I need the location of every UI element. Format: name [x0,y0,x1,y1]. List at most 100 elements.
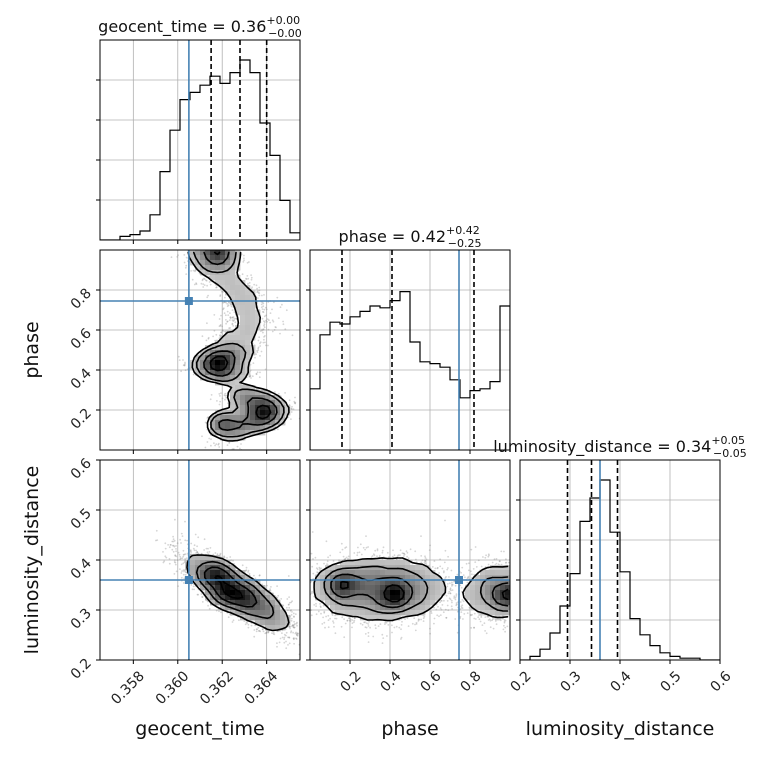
sample-point [253,629,256,631]
sample-point [259,371,261,374]
sample-point [264,341,266,344]
density-cell [215,430,221,436]
density-cell [220,355,226,361]
sample-point [292,624,294,627]
sample-point [201,601,204,603]
density-cell [210,250,216,256]
sample-point [206,441,209,443]
density-cell [215,250,221,256]
sample-point [263,338,265,341]
sample-point [284,392,286,394]
sample-point [293,400,296,403]
density-cell [235,365,241,371]
sample-point [183,553,186,556]
sample-point [207,337,210,340]
sample-point [285,606,288,609]
density-cell [235,390,241,396]
sample-point [263,320,265,323]
sample-point [184,553,187,556]
sample-point [218,325,221,328]
sample-point [205,279,208,282]
density-cell [225,375,231,381]
density-cell [220,415,226,421]
sample-point [219,395,221,397]
sample-point [256,291,259,293]
sample-point [198,353,200,356]
sample-point [231,322,234,325]
density-cell [220,285,226,291]
sample-point [264,368,267,371]
density-cell [230,270,236,276]
density-cell [255,390,261,396]
density-cell [225,335,231,341]
histogram-step-line [100,59,300,240]
density-cell [225,270,231,276]
density-cell [225,370,231,376]
sample-point [219,295,222,297]
axes-frame [309,249,511,451]
sample-point [164,555,167,558]
sample-point [254,356,256,359]
sample-point [221,329,224,332]
density-cell [235,305,241,311]
density-layer [170,250,300,450]
density-cell [265,405,271,411]
sample-point [208,607,211,610]
sample-point [191,588,194,591]
density-cell [270,420,276,426]
sample-point [229,327,232,329]
sample-point [243,254,245,257]
density-cell [230,255,236,261]
density-cell [235,280,241,286]
sample-point [269,321,271,324]
density-cell [240,300,246,306]
density-cell [225,285,231,291]
sample-point [215,286,218,289]
sample-point [182,562,185,565]
density-cell [240,430,246,436]
sample-point [292,631,294,634]
sample-point [255,284,258,287]
sample-point [290,408,293,410]
sample-point [243,620,246,622]
sample-point [176,559,179,561]
sample-point [184,266,187,269]
sample-point [257,297,259,299]
sample-point [276,642,278,645]
density-cell [245,425,251,431]
axes-frame [99,39,301,241]
density-cell [220,340,226,346]
sample-point [213,314,216,316]
density-cell [265,400,271,406]
sample-point [288,636,291,639]
sample-point [265,632,268,634]
sample-point [294,402,297,405]
sample-point [225,322,228,325]
sample-point [260,303,263,306]
density-cell [230,250,236,256]
sample-point [227,301,230,304]
density-cell [250,320,256,326]
density-cell [225,365,231,371]
density-cell [250,315,256,321]
density-cell [220,360,226,366]
sample-point [285,634,287,637]
density-cell [240,370,246,376]
sample-point [253,574,255,577]
density-cell [225,340,231,346]
sample-point [177,551,180,554]
density-cell [205,260,211,266]
histogram-step-line [310,291,510,450]
density-cell [270,425,276,431]
sample-point [227,314,230,316]
density-cell [220,255,226,261]
density-cell [235,400,241,406]
sample-point [267,328,270,331]
sample-point [282,323,285,326]
density-cell [235,370,241,376]
sample-point [226,320,229,323]
sample-point [257,388,260,391]
density-cell [240,305,246,311]
sample-point [258,289,261,292]
sample-point [225,396,228,399]
